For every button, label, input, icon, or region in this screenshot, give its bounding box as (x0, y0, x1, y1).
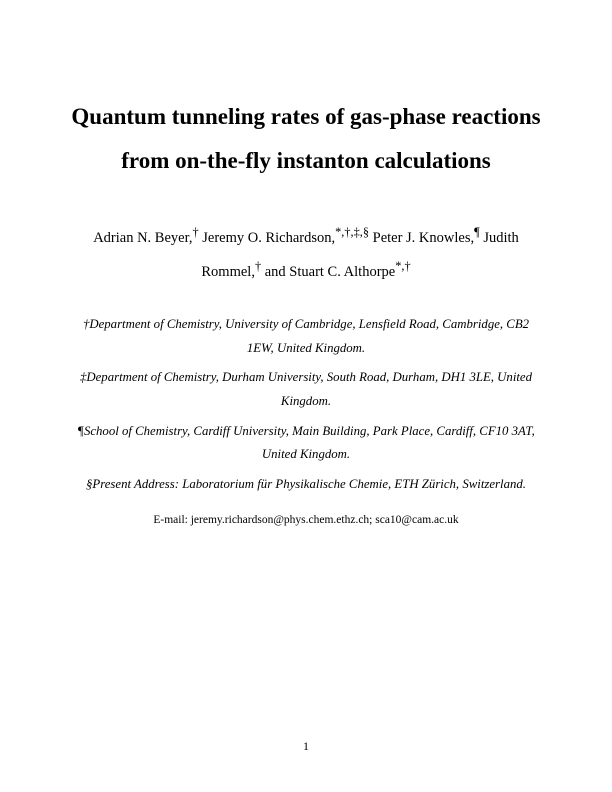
affil-text: Present Address: Laboratorium für Physik… (92, 477, 526, 491)
page-number: 1 (0, 739, 612, 754)
affil-mark: *,† (395, 259, 410, 273)
affil-mark: † (192, 225, 198, 239)
affiliation: ¶School of Chemistry, Cardiff University… (70, 420, 542, 467)
affil-mark: *,†,‡,§ (335, 225, 369, 239)
affil-symbol: ¶ (77, 424, 84, 438)
contact-emails: E-mail: jeremy.richardson@phys.chem.ethz… (70, 511, 542, 529)
affiliation: ‡Department of Chemistry, Durham Univers… (70, 366, 542, 413)
author-list: Adrian N. Beyer,† Jeremy O. Richardson,*… (70, 220, 542, 287)
affiliations: †Department of Chemistry, University of … (70, 313, 542, 497)
author: Peter J. Knowles (373, 230, 471, 246)
author: Adrian N. Beyer (93, 230, 189, 246)
author: Stuart C. Althorpe (289, 263, 395, 279)
affil-mark: ¶ (474, 225, 480, 239)
email-addresses: jeremy.richardson@phys.chem.ethz.ch; sca… (191, 514, 459, 526)
affil-text: Department of Chemistry, Durham Universi… (86, 370, 532, 408)
affil-text: Department of Chemistry, University of C… (89, 317, 529, 355)
author: Jeremy O. Richardson (202, 230, 331, 246)
affiliation: †Department of Chemistry, University of … (70, 313, 542, 360)
affiliation: §Present Address: Laboratorium für Physi… (70, 473, 542, 497)
affil-text: School of Chemistry, Cardiff University,… (84, 424, 535, 462)
email-label: E-mail: (153, 514, 188, 526)
affil-mark: † (255, 259, 261, 273)
paper-title: Quantum tunneling rates of gas-phase rea… (70, 95, 542, 182)
page: Quantum tunneling rates of gas-phase rea… (0, 0, 612, 792)
